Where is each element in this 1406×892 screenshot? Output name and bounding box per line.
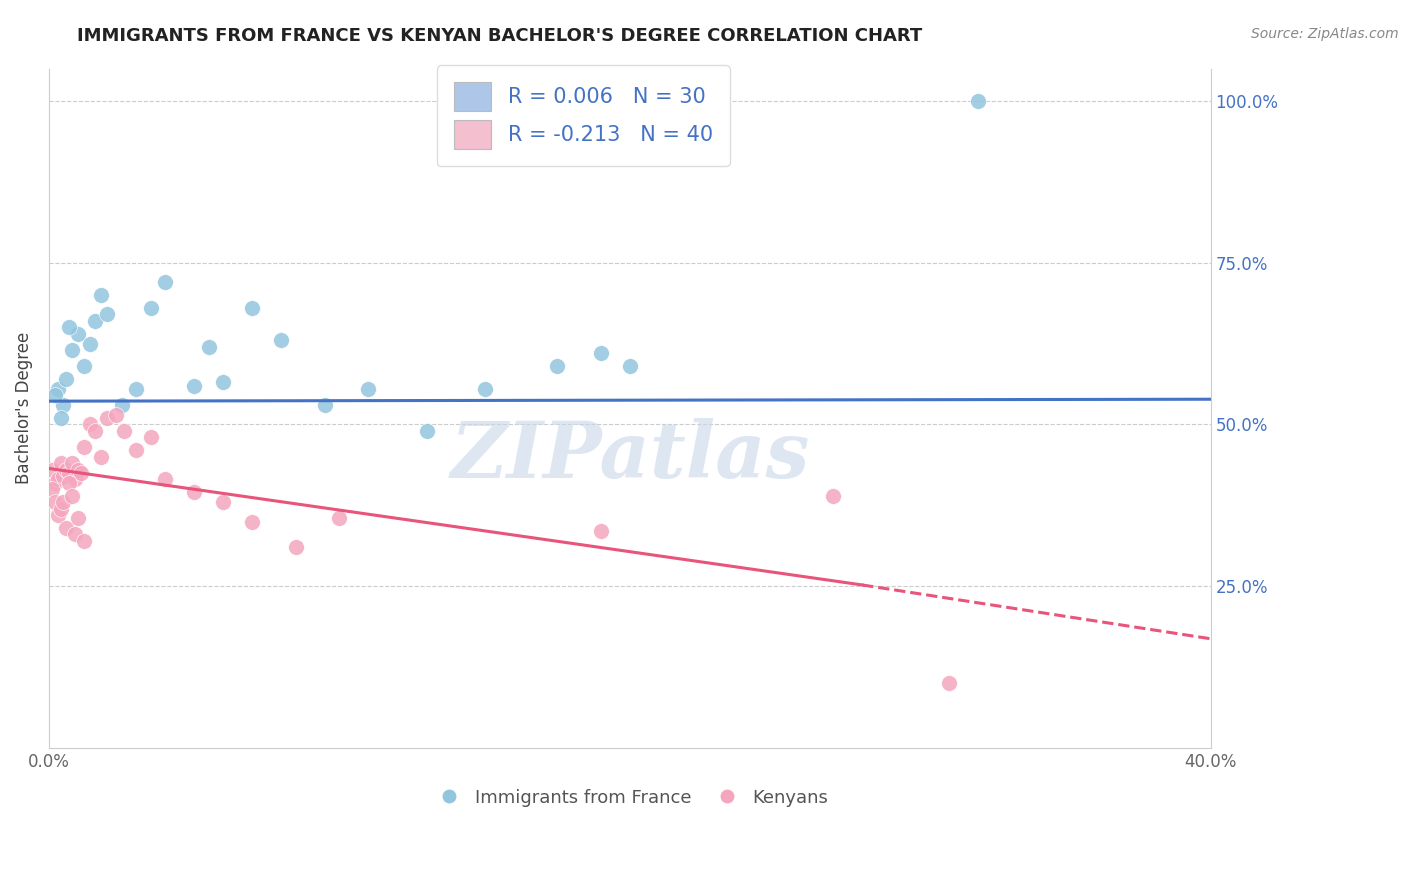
- Point: [183, 485, 205, 500]
- Point: [90, 450, 112, 464]
- Point: [63, 527, 86, 541]
- Point: [90, 288, 112, 302]
- Point: [967, 94, 990, 108]
- Point: [96, 308, 118, 322]
- Point: [284, 541, 307, 555]
- Point: [66, 463, 89, 477]
- Point: [357, 382, 380, 396]
- Point: [46, 382, 69, 396]
- Point: [70, 466, 93, 480]
- Text: ZIPatlas: ZIPatlas: [450, 417, 810, 494]
- Point: [46, 473, 69, 487]
- Point: [240, 301, 263, 315]
- Point: [139, 301, 162, 315]
- Point: [79, 417, 101, 432]
- Point: [58, 475, 80, 490]
- Point: [58, 466, 80, 480]
- Point: [60, 343, 83, 357]
- Point: [212, 376, 235, 390]
- Point: [52, 469, 75, 483]
- Point: [55, 521, 77, 535]
- Point: [46, 508, 69, 522]
- Point: [938, 676, 960, 690]
- Point: [73, 359, 96, 374]
- Point: [125, 443, 148, 458]
- Point: [474, 382, 496, 396]
- Point: [589, 346, 612, 360]
- Point: [84, 314, 107, 328]
- Point: [44, 388, 66, 402]
- Point: [52, 398, 75, 412]
- Point: [314, 398, 336, 412]
- Point: [49, 501, 72, 516]
- Point: [114, 424, 136, 438]
- Point: [44, 475, 66, 490]
- Point: [104, 408, 127, 422]
- Point: [73, 533, 96, 548]
- Point: [619, 359, 641, 374]
- Point: [73, 440, 96, 454]
- Point: [270, 334, 292, 348]
- Point: [60, 489, 83, 503]
- Point: [44, 495, 66, 509]
- Point: [58, 320, 80, 334]
- Point: [63, 473, 86, 487]
- Point: [415, 424, 437, 438]
- Point: [197, 340, 219, 354]
- Point: [79, 336, 101, 351]
- Point: [96, 411, 118, 425]
- Point: [110, 398, 132, 412]
- Point: [125, 382, 148, 396]
- Point: [139, 430, 162, 444]
- Point: [183, 378, 205, 392]
- Point: [240, 515, 263, 529]
- Point: [66, 326, 89, 341]
- Point: [546, 359, 568, 374]
- Point: [60, 456, 83, 470]
- Point: [55, 372, 77, 386]
- Point: [52, 495, 75, 509]
- Point: [41, 463, 63, 477]
- Point: [49, 411, 72, 425]
- Point: [328, 511, 350, 525]
- Point: [212, 495, 235, 509]
- Y-axis label: Bachelor's Degree: Bachelor's Degree: [15, 332, 32, 484]
- Text: Source: ZipAtlas.com: Source: ZipAtlas.com: [1251, 27, 1399, 41]
- Point: [823, 489, 845, 503]
- Point: [84, 424, 107, 438]
- Point: [589, 524, 612, 539]
- Text: IMMIGRANTS FROM FRANCE VS KENYAN BACHELOR'S DEGREE CORRELATION CHART: IMMIGRANTS FROM FRANCE VS KENYAN BACHELO…: [77, 27, 922, 45]
- Point: [49, 456, 72, 470]
- Point: [41, 482, 63, 496]
- Point: [153, 275, 176, 289]
- Legend: Immigrants from France, Kenyans: Immigrants from France, Kenyans: [425, 781, 835, 814]
- Point: [153, 473, 176, 487]
- Point: [66, 511, 89, 525]
- Point: [55, 463, 77, 477]
